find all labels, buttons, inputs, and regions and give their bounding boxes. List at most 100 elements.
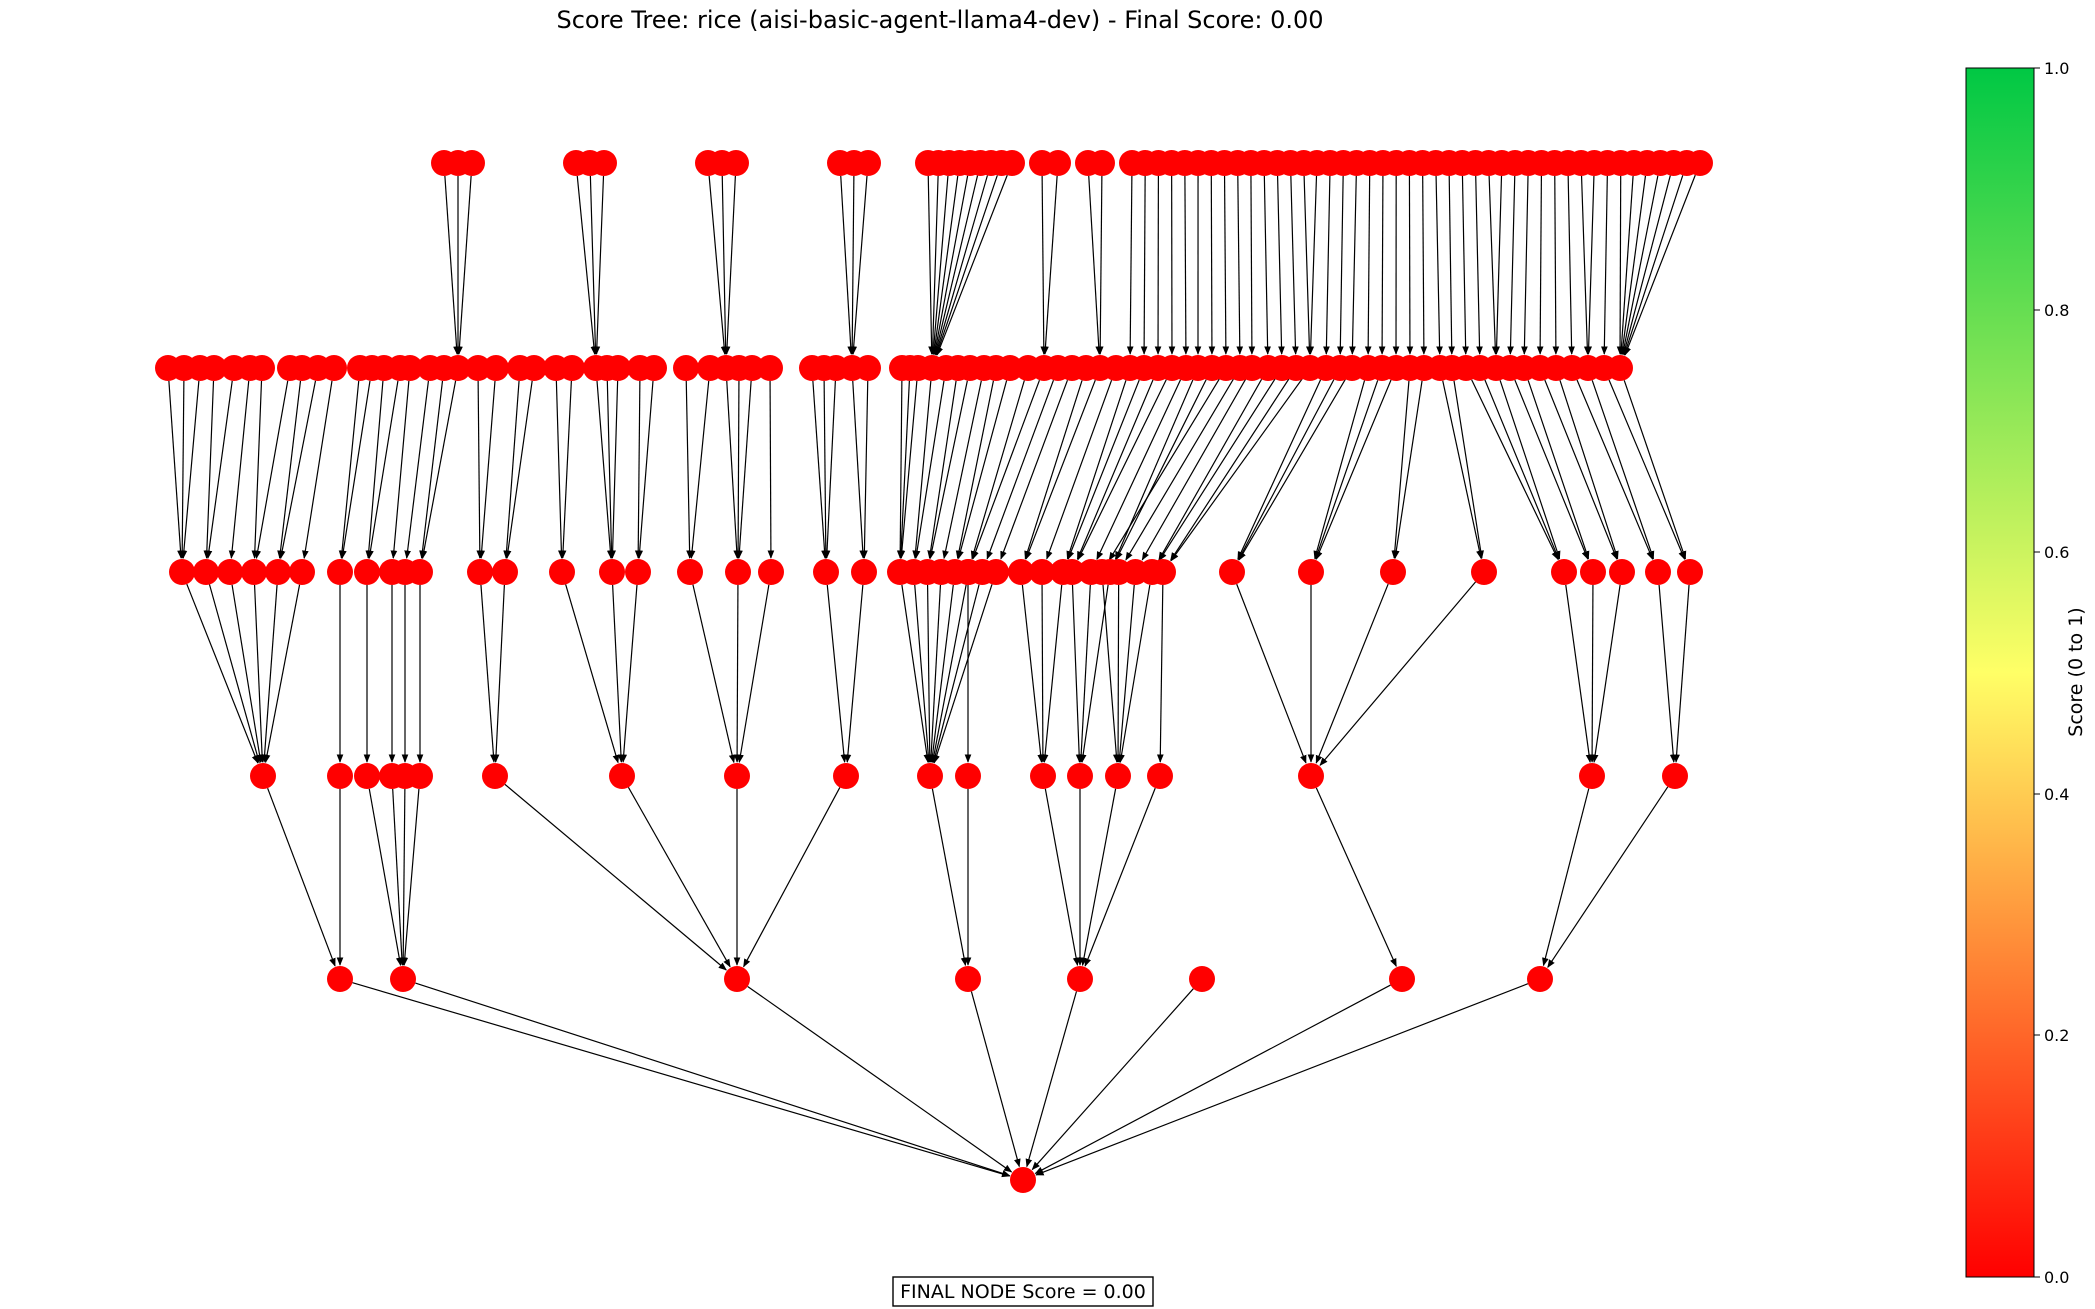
tree-edge xyxy=(1453,380,1484,559)
tree-node xyxy=(1380,559,1406,585)
tree-edge xyxy=(401,788,420,966)
tree-edge xyxy=(897,380,910,559)
tree-edge xyxy=(1031,988,1194,1171)
tree-edge xyxy=(1208,175,1216,355)
tree-edge xyxy=(606,380,615,559)
tree-edge xyxy=(1182,175,1190,355)
colorbar-tick-4: 0.8 xyxy=(2044,301,2069,320)
tree-edge xyxy=(365,380,384,559)
tree-edge xyxy=(1591,380,1655,560)
tree-edge xyxy=(399,788,407,966)
tree-edge xyxy=(1025,379,1096,560)
tree-edge xyxy=(1336,175,1344,355)
tree-edge xyxy=(1277,175,1285,355)
colorbar: 0.0 0.2 0.4 0.6 0.8 1.0 Score (0 to 1) xyxy=(1965,59,2087,1287)
tree-edge xyxy=(1658,584,1677,763)
tree-node xyxy=(459,150,485,176)
tree-edge xyxy=(1313,380,1366,560)
final-node-score-label: FINAL NODE Score = 0.00 xyxy=(900,1281,1146,1303)
tree-edge xyxy=(901,584,931,763)
tree-edge xyxy=(1042,175,1058,355)
tree-edge xyxy=(609,380,619,559)
tree-node xyxy=(521,355,547,381)
tree-edge xyxy=(1303,175,1313,355)
tree-nodes xyxy=(155,150,1713,1193)
tree-edge xyxy=(736,380,752,559)
tree-edge xyxy=(1040,175,1048,355)
tree-node xyxy=(482,763,508,789)
tree-edge xyxy=(1349,175,1357,355)
tree-edge xyxy=(1238,378,1346,561)
tree-edge xyxy=(928,380,968,560)
tree-edge xyxy=(1471,379,1559,561)
tree-node xyxy=(390,966,416,992)
tree-edge xyxy=(1435,175,1443,355)
tree-edge xyxy=(1484,379,1560,560)
tree-edge xyxy=(1237,379,1322,561)
tree-edge xyxy=(942,380,982,560)
tree-node xyxy=(354,559,380,585)
colorbar-tick-1: 0.2 xyxy=(2044,1026,2069,1045)
tree-edge xyxy=(931,788,968,967)
tree-edge xyxy=(840,175,855,355)
tree-edge xyxy=(180,380,200,559)
tree-edge xyxy=(1035,983,1529,1176)
tree-edge xyxy=(822,380,830,559)
tree-edge xyxy=(415,982,1011,1177)
tree-node xyxy=(289,559,315,585)
tree-edge xyxy=(932,584,980,764)
tree-edge xyxy=(420,380,457,560)
tree-edge xyxy=(1140,175,1148,355)
tree-edge xyxy=(576,175,598,355)
tree-node xyxy=(599,559,625,585)
tree-edge xyxy=(168,380,184,559)
tree-node xyxy=(193,559,219,585)
tree-edge xyxy=(1041,584,1063,763)
colorbar-label: Score (0 to 1) xyxy=(2065,607,2087,736)
tree-edge xyxy=(934,175,988,356)
tree-edge xyxy=(1088,175,1103,355)
tree-edge xyxy=(1616,175,1624,355)
tree-node xyxy=(757,355,783,381)
tree-node xyxy=(813,559,839,585)
colorbar-ticks: 0.0 0.2 0.4 0.6 0.8 1.0 xyxy=(2034,59,2069,1287)
tree-edge xyxy=(1263,175,1271,355)
tree-edge xyxy=(1488,175,1499,355)
tree-node xyxy=(169,559,195,585)
tree-edge xyxy=(1000,379,1069,560)
tree-node xyxy=(327,763,353,789)
tree-edge xyxy=(1066,380,1127,560)
tree-edge xyxy=(955,380,995,560)
tree-node xyxy=(1059,559,1085,585)
tree-edge xyxy=(930,175,949,355)
tree-edge xyxy=(186,583,259,764)
tree-edge xyxy=(263,584,301,764)
tree-edge xyxy=(476,380,484,559)
colorbar-gradient xyxy=(1965,67,2035,1278)
tree-edge xyxy=(1499,380,1561,560)
tree-edge xyxy=(1552,175,1560,355)
tree-edge xyxy=(1290,175,1299,355)
tree-node xyxy=(677,559,703,585)
tree-node xyxy=(739,355,765,381)
tree-edge xyxy=(1046,380,1113,560)
tree-node xyxy=(955,763,981,789)
tree-edge xyxy=(1248,175,1256,355)
tree-edge xyxy=(419,380,444,559)
tree-edge xyxy=(1024,380,1083,560)
tree-edge xyxy=(1236,175,1244,355)
tree-edge xyxy=(1314,380,1379,560)
tree-edge xyxy=(1067,379,1140,560)
tree-node xyxy=(725,559,751,585)
tree-edge xyxy=(593,175,605,355)
tree-edge xyxy=(1096,379,1182,561)
tree-edge xyxy=(1527,380,1590,560)
tree-node xyxy=(201,355,227,381)
tree-edge xyxy=(589,175,599,355)
tree-edge xyxy=(352,982,1011,1178)
tree-edge xyxy=(1567,175,1575,355)
tree-node xyxy=(1527,966,1553,992)
tree-node xyxy=(673,355,699,381)
tree-edge xyxy=(932,175,969,356)
tree-edge xyxy=(733,584,741,763)
